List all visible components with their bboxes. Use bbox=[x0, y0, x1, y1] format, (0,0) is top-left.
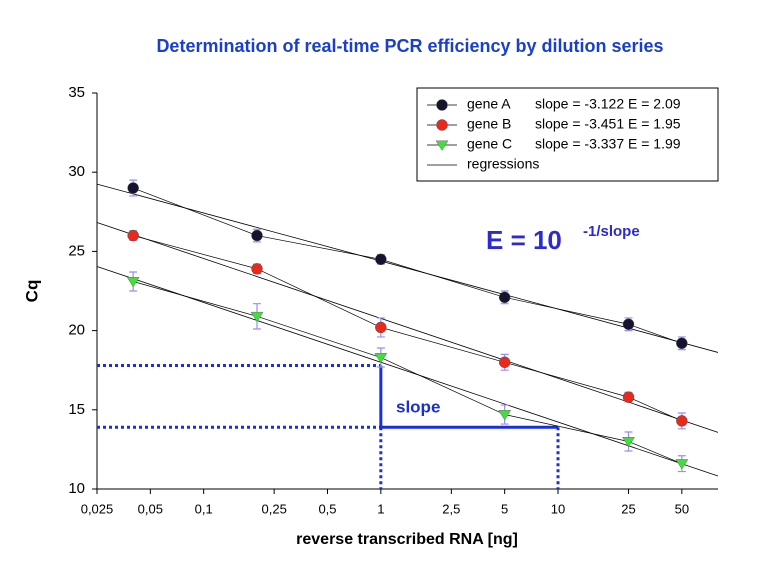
legend-marker bbox=[436, 99, 448, 111]
y-tick-label: 30 bbox=[68, 163, 85, 180]
point bbox=[676, 337, 688, 350]
legend-stats: slope = -3.122 E = 2.09 bbox=[535, 96, 681, 112]
chart-title: Determination of real-time PCR efficienc… bbox=[156, 36, 663, 56]
y-tick-label: 25 bbox=[68, 242, 85, 259]
point bbox=[676, 415, 688, 427]
x-tick-label: 0,05 bbox=[138, 501, 163, 516]
series-line bbox=[133, 187, 682, 344]
point bbox=[251, 263, 263, 275]
legend-label: gene B bbox=[467, 116, 511, 132]
regression-line bbox=[96, 222, 719, 433]
legend-label: gene C bbox=[467, 136, 512, 152]
point bbox=[127, 229, 139, 242]
x-tick-label: 0,5 bbox=[318, 501, 336, 516]
legend-label: gene A bbox=[467, 96, 511, 112]
point bbox=[374, 353, 388, 364]
series-line bbox=[133, 281, 682, 464]
point bbox=[622, 391, 635, 403]
x-tick-label: 0,25 bbox=[262, 501, 287, 516]
formula-exponent: -1/slope bbox=[583, 223, 640, 240]
point bbox=[375, 253, 387, 266]
point bbox=[498, 410, 512, 421]
x-axis-label: reverse transcribed RNA [ng] bbox=[296, 531, 518, 548]
legend-stats: slope = -3.337 E = 1.99 bbox=[535, 136, 681, 152]
slope-label: slope bbox=[396, 397, 440, 416]
point bbox=[127, 182, 139, 194]
x-tick-label: 0,025 bbox=[81, 501, 114, 516]
x-tick-label: 1 bbox=[377, 501, 384, 516]
x-tick-label: 10 bbox=[551, 501, 565, 516]
point bbox=[126, 277, 140, 288]
series-line bbox=[133, 235, 682, 422]
x-tick-label: 0,1 bbox=[195, 501, 213, 516]
point bbox=[375, 321, 387, 334]
point bbox=[622, 437, 635, 448]
regression-line bbox=[96, 183, 719, 353]
regression-line bbox=[96, 266, 719, 477]
legend-stats: slope = -3.451 E = 1.95 bbox=[535, 116, 681, 132]
point bbox=[250, 311, 264, 323]
legend-marker bbox=[435, 140, 449, 151]
y-tick-label: 20 bbox=[68, 322, 85, 339]
legend-marker bbox=[436, 119, 448, 131]
legend-label: regressions bbox=[467, 156, 539, 172]
y-tick-label: 35 bbox=[68, 84, 85, 101]
point bbox=[498, 291, 511, 304]
point bbox=[622, 318, 635, 331]
x-tick-label: 50 bbox=[675, 501, 689, 516]
y-axis-label: Cq bbox=[22, 280, 41, 303]
formula: E = 10 bbox=[486, 225, 562, 255]
x-tick-label: 25 bbox=[621, 501, 635, 516]
x-tick-label: 2,5 bbox=[442, 501, 460, 516]
y-tick-label: 15 bbox=[68, 401, 85, 418]
y-tick-label: 10 bbox=[68, 480, 85, 497]
point bbox=[251, 229, 263, 242]
legend-box bbox=[416, 87, 719, 182]
point bbox=[498, 356, 511, 369]
x-tick-label: 5 bbox=[501, 501, 508, 516]
point bbox=[675, 459, 689, 470]
